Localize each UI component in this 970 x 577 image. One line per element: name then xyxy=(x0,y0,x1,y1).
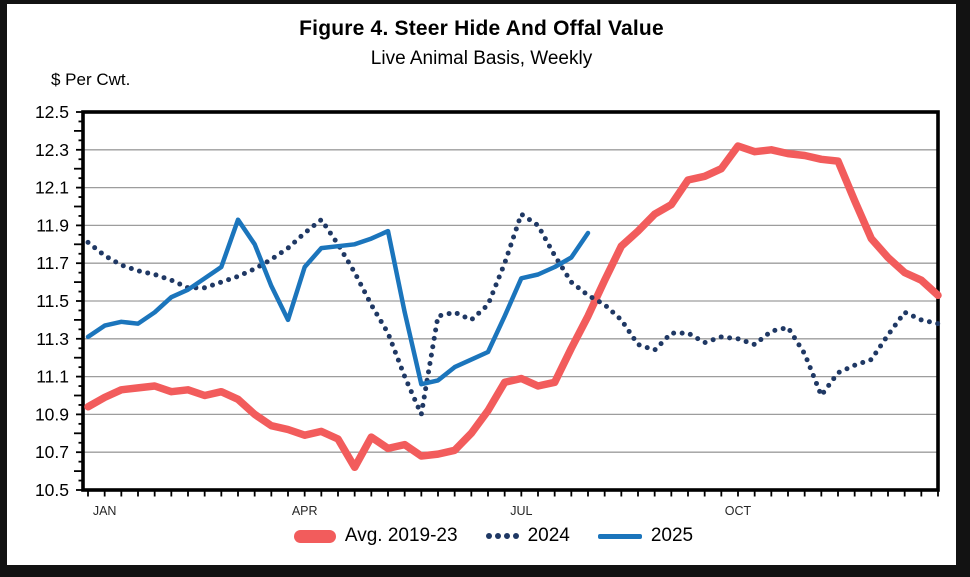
svg-text:12.1: 12.1 xyxy=(35,178,69,198)
svg-text:JAN: JAN xyxy=(93,504,117,518)
legend-label-2025: 2025 xyxy=(650,525,694,546)
svg-text:12.3: 12.3 xyxy=(35,140,69,160)
legend-label-avg-2019-23: Avg. 2019-23 xyxy=(344,525,458,546)
legend-label-2024: 2024 xyxy=(527,525,570,546)
chart-legend: Avg. 2019-23 2024 2025 xyxy=(19,525,956,547)
svg-text:APR: APR xyxy=(292,504,318,518)
legend-swatch-2025-icon xyxy=(597,533,642,539)
svg-text:12.5: 12.5 xyxy=(35,102,69,122)
legend-item-2024: 2024 xyxy=(485,525,570,547)
legend-item-2025: 2025 xyxy=(597,525,694,547)
svg-text:11.7: 11.7 xyxy=(36,253,69,273)
svg-text:10.7: 10.7 xyxy=(35,442,69,462)
chart-plot-area: 10.5 10.7 10.9 11.1 11.3 11.5 11.7 11.9 12.1 12.3… xyxy=(35,102,942,518)
svg-text:OCT: OCT xyxy=(725,504,752,518)
svg-text:10.9: 10.9 xyxy=(35,404,69,424)
y-axis-unit-label: $ Per Cwt. xyxy=(51,70,131,89)
legend-item-avg-2019-23: Avg. 2019-23 xyxy=(293,525,458,547)
chart-subtitle: Live Animal Basis, Weekly xyxy=(370,48,593,69)
svg-text:11.3: 11.3 xyxy=(36,329,69,349)
chart-title: Figure 4. Steer Hide And Offal Value xyxy=(299,17,664,40)
svg-text:11.9: 11.9 xyxy=(36,215,69,235)
legend-dot-icon xyxy=(485,533,492,539)
svg-text:JUL: JUL xyxy=(510,504,532,518)
svg-text:10.5: 10.5 xyxy=(35,480,69,500)
legend-swatch-2024-icon xyxy=(485,533,519,539)
svg-text:11.1: 11.1 xyxy=(36,367,69,387)
legend-swatch-avg-2019-23-icon xyxy=(293,529,336,543)
svg-text:11.5: 11.5 xyxy=(36,291,69,311)
